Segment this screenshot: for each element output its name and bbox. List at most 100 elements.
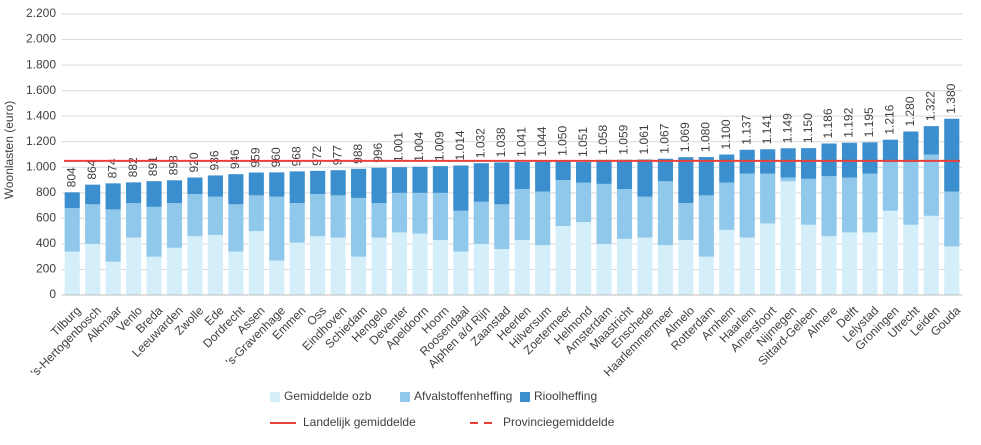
total-label: 1.322	[923, 91, 937, 121]
total-label: 1.044	[535, 126, 549, 156]
bar-segment	[555, 226, 571, 295]
total-label: 1.069	[678, 122, 692, 152]
total-label: 1.059	[617, 124, 631, 154]
total-label: 959	[248, 147, 262, 167]
bar-segment	[453, 251, 469, 295]
bar-segment	[330, 195, 346, 238]
total-label: 1.186	[821, 108, 835, 138]
total-label: 1.100	[719, 119, 733, 149]
y-tick-label: 2.200	[26, 6, 56, 20]
bar-segment	[146, 256, 162, 295]
bar-segment	[187, 236, 203, 295]
bar-segment	[207, 175, 223, 197]
bar-segment	[228, 251, 244, 295]
bar-segment	[228, 174, 244, 205]
total-label: 864	[85, 159, 99, 179]
bar-segment	[698, 195, 714, 257]
bar-segment	[903, 224, 919, 295]
bar-segment	[330, 170, 346, 196]
total-label: 920	[187, 152, 201, 172]
bar-segment	[882, 139, 898, 163]
bar-segment	[576, 222, 592, 295]
bar-segment	[576, 162, 592, 183]
bar-segment	[432, 240, 448, 295]
bar-segment	[85, 243, 101, 295]
bar-segment	[146, 181, 162, 207]
bar-segment	[862, 232, 878, 295]
legend-label: Landelijk gemiddelde	[303, 415, 416, 429]
bar-segment	[596, 159, 612, 184]
bar-segment	[351, 256, 367, 295]
bar-segment	[85, 184, 101, 205]
bar-segment	[719, 182, 735, 230]
bar-segment	[248, 172, 264, 196]
bar-segment	[944, 191, 960, 247]
bar-segment	[105, 209, 121, 262]
bar-segment	[494, 162, 510, 205]
total-label: 1.051	[576, 127, 590, 157]
y-tick-label: 200	[36, 262, 56, 276]
bar-segment	[739, 173, 755, 238]
bar-segment	[391, 232, 408, 295]
bar-segment	[616, 188, 633, 239]
bar-segment	[535, 191, 551, 246]
bar-segment	[514, 162, 530, 189]
bar-segment	[166, 247, 183, 295]
bar-segment	[269, 172, 285, 197]
bar-segment	[678, 203, 694, 241]
bar-segment	[248, 231, 264, 295]
bar-segment	[187, 194, 203, 237]
y-tick-label: 1.000	[26, 159, 56, 173]
total-label: 1.141	[760, 114, 774, 144]
bar-segment	[269, 260, 285, 295]
bar-segment	[166, 180, 183, 204]
bar-segment	[944, 246, 960, 295]
bar-segment	[616, 238, 633, 295]
bar-segment	[903, 162, 919, 225]
total-label: 960	[269, 147, 283, 167]
total-label: 1.067	[658, 123, 672, 153]
bar-segment	[248, 195, 264, 232]
legend-swatch	[520, 392, 530, 402]
bar-segment	[228, 204, 244, 252]
total-label: 1.150	[801, 113, 815, 143]
legend-label: Gemiddelde ozb	[284, 389, 372, 403]
total-label: 968	[289, 146, 303, 166]
bar-segment	[207, 196, 223, 235]
bar-segment	[289, 171, 305, 204]
y-tick-label: 1.600	[26, 83, 56, 97]
bar-segment	[432, 166, 448, 193]
bar-segment	[269, 196, 285, 261]
bar-segment	[330, 237, 346, 295]
total-label: 1.380	[944, 83, 958, 113]
bar-segment	[903, 131, 919, 163]
bar-segment	[473, 163, 489, 202]
bar-segment	[310, 194, 326, 237]
bar-segment	[719, 229, 735, 295]
legend-swatch	[270, 392, 280, 402]
bar-segment	[637, 237, 653, 295]
bar-segment	[85, 204, 101, 244]
bar-segment	[576, 182, 592, 223]
bar-segment	[412, 166, 428, 193]
total-label: 1.038	[494, 127, 508, 157]
total-label: 972	[310, 146, 324, 166]
bar-segment	[801, 178, 817, 225]
total-label: 996	[371, 142, 385, 162]
bar-segment	[105, 261, 121, 295]
bar-segment	[698, 157, 714, 196]
bar-segment	[473, 243, 489, 295]
y-tick-label: 800	[36, 185, 56, 199]
bar-segment	[289, 203, 305, 243]
bar-segment	[882, 210, 898, 295]
bar-segment	[412, 233, 428, 295]
bar-segment	[310, 170, 326, 195]
bar-segment	[289, 242, 305, 295]
total-label: 1.195	[862, 107, 876, 137]
bar-segment	[596, 183, 612, 244]
total-label: 1.001	[392, 132, 406, 162]
bar-segment	[841, 232, 858, 295]
bar-segment	[64, 251, 80, 295]
bar-segment	[657, 158, 673, 182]
total-label: 1.032	[473, 128, 487, 158]
